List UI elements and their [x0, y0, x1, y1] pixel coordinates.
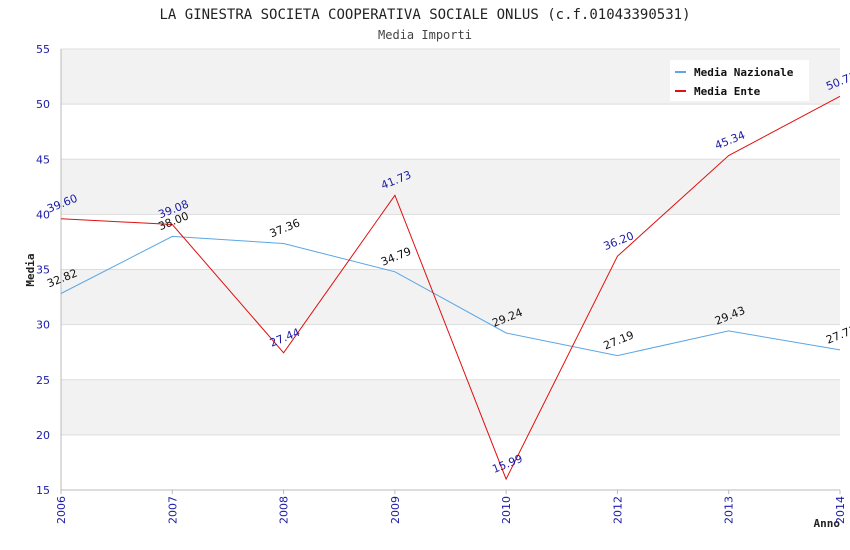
series-line-media-ente [60, 95, 841, 481]
plot-background [61, 49, 840, 490]
y-tick-label: 30 [36, 319, 50, 332]
y-tick-label: 40 [36, 208, 50, 221]
y-tick-labels: 15 20 25 30 35 40 45 50 55 [36, 43, 50, 497]
y-tick-label: 45 [36, 153, 50, 166]
y-axis-title: Media [24, 253, 37, 286]
x-tick-label: 2008 [278, 496, 291, 524]
plot-band [61, 324, 840, 380]
x-axis-title: Anno [814, 517, 841, 530]
plot-band [61, 434, 840, 490]
plot-band [61, 214, 840, 270]
y-tick-label: 20 [36, 429, 50, 442]
plot-band [61, 269, 840, 325]
y-tick-label: 15 [36, 484, 50, 497]
plot-band [61, 159, 840, 215]
y-tick-label: 50 [36, 98, 50, 111]
x-tick-label: 2014 [834, 496, 847, 524]
series-line-media-nazionale [60, 235, 841, 357]
legend: Media Nazionale Media Ente [670, 60, 809, 101]
x-tick-label: 2010 [500, 496, 513, 524]
x-tick-label: 2007 [166, 496, 179, 524]
chart-subtitle: Media Importi [378, 28, 472, 42]
chart-title: LA GINESTRA SOCIETA COOPERATIVA SOCIALE … [159, 7, 690, 23]
y-tick-label: 55 [36, 43, 50, 56]
y-tick-label: 25 [36, 374, 50, 387]
legend-label: Media Ente [694, 85, 761, 98]
plot-band [61, 104, 840, 160]
legend-box [670, 60, 809, 101]
x-tick-label: 2012 [611, 496, 624, 524]
plot-band [61, 379, 840, 435]
x-tick-label: 2013 [723, 496, 736, 524]
x-tick-label: 2006 [55, 496, 68, 524]
x-tick-labels: 2006 2007 2008 2009 2010 2012 2013 2014 [55, 496, 847, 524]
legend-label: Media Nazionale [694, 66, 794, 79]
x-tick-label: 2009 [389, 496, 402, 524]
axes [60, 49, 841, 494]
y-tick-label: 35 [36, 264, 50, 277]
series-lines [60, 95, 841, 481]
